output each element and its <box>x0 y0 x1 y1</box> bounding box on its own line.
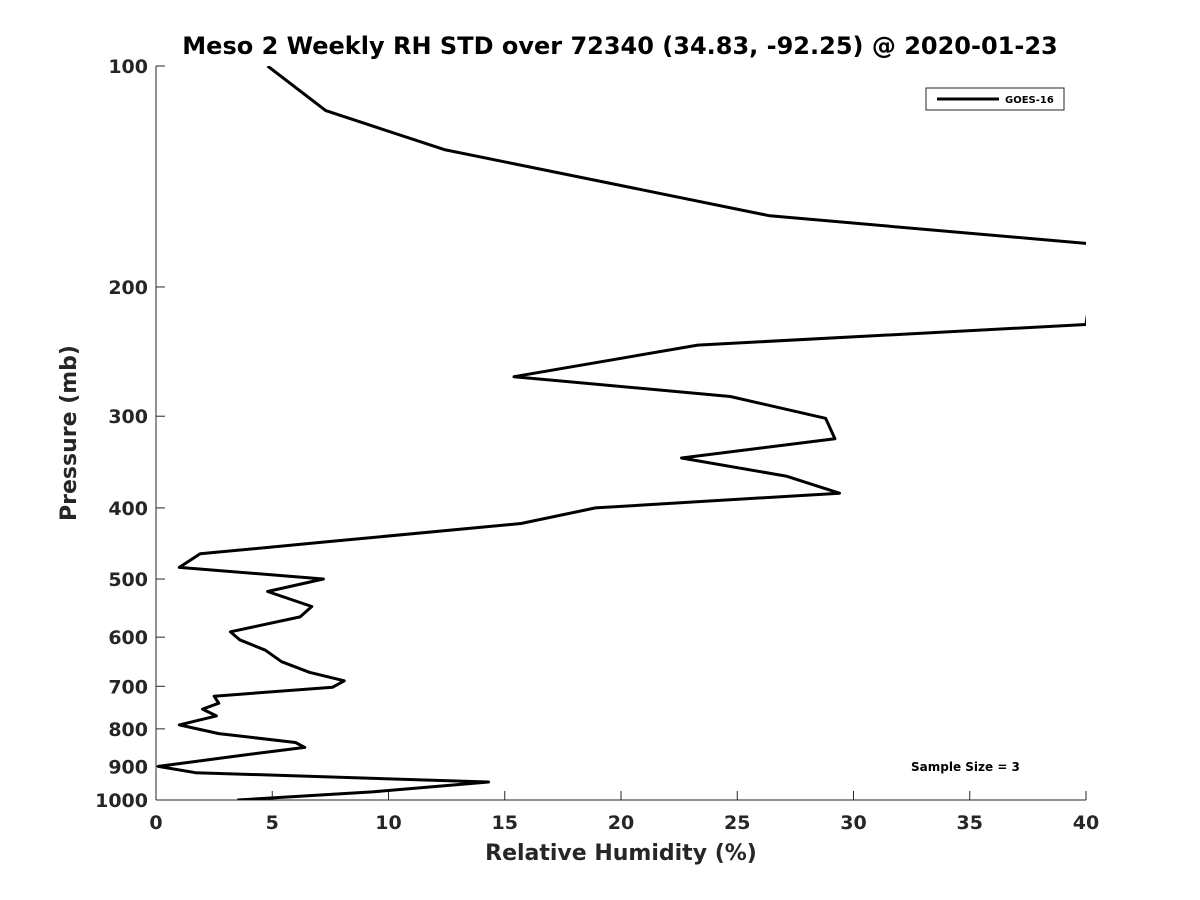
x-tick-label: 40 <box>1073 812 1099 834</box>
x-tick-label: 25 <box>724 812 750 834</box>
y-tick-label: 100 <box>108 56 148 78</box>
y-tick-label: 200 <box>108 277 148 299</box>
series-group <box>156 66 1086 800</box>
y-tick-label: 1000 <box>95 790 148 812</box>
y-tick-label: 700 <box>108 676 148 698</box>
x-tick-label: 5 <box>266 812 279 834</box>
y-tick-label: 400 <box>108 498 148 520</box>
y-tick-label: 800 <box>108 719 148 741</box>
y-axis-ticks: 100 200 300 400 500 600 700 800 900 1000 <box>95 56 165 812</box>
y-axis-label: Pressure (mb) <box>57 345 82 521</box>
x-axis-label: Relative Humidity (%) <box>485 841 757 866</box>
y-tick-label: 900 <box>108 756 148 778</box>
y-tick-label: 300 <box>108 406 148 428</box>
legend-label-goes-16: GOES-16 <box>1005 95 1054 106</box>
x-tick-label: 20 <box>608 812 634 834</box>
x-tick-label: 10 <box>375 812 401 834</box>
x-tick-label: 35 <box>957 812 983 834</box>
x-tick-label: 0 <box>149 812 162 834</box>
x-tick-label: 15 <box>492 812 518 834</box>
legend: GOES-16 <box>925 87 1065 111</box>
x-axis-ticks: 0 5 10 15 20 25 30 35 40 <box>149 791 1099 834</box>
y-tick-label: 500 <box>108 569 148 591</box>
y-tick-label: 600 <box>108 627 148 649</box>
sample-size-annotation: Sample Size = 3 <box>911 760 1020 774</box>
x-tick-label: 30 <box>840 812 866 834</box>
chart-title: Meso 2 Weekly RH STD over 72340 (34.83, … <box>182 32 1057 60</box>
series-line-goes-16 <box>156 66 1086 800</box>
